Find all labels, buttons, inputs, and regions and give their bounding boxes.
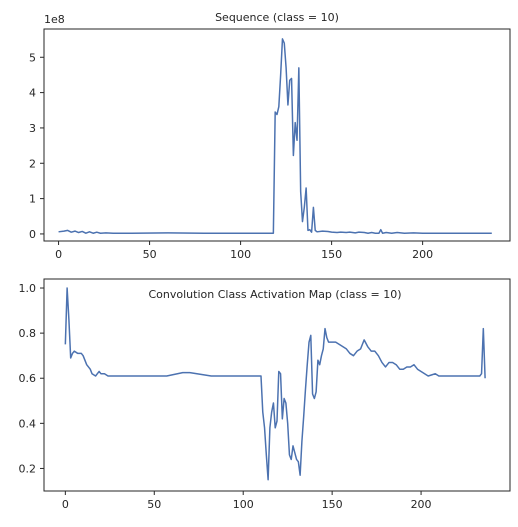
top-chart: Sequence (class = 10) 1e8 0 50 100 150 200 0 1… — [29, 11, 511, 261]
bottom-chart-y-tick-label: 1.0 — [19, 282, 37, 295]
bottom-chart-frame — [43, 278, 511, 492]
top-chart-frame — [43, 28, 511, 242]
top-chart-x-tick-label: 50 — [143, 248, 157, 261]
top-chart-y-tick-label: 2 — [29, 157, 36, 170]
top-chart-x-tick-label: 200 — [412, 248, 433, 261]
bottom-chart-x-tick-label: 200 — [411, 498, 432, 511]
top-chart-series-line — [58, 38, 492, 234]
bottom-chart-x-tick-label: 0 — [62, 498, 69, 511]
bottom-chart-x-tick-label: 150 — [322, 498, 343, 511]
bottom-chart-x-tick-label: 50 — [147, 498, 161, 511]
top-chart-x-tick-label: 150 — [321, 248, 342, 261]
bottom-chart-series-line — [64, 287, 486, 481]
bottom-chart-x-tick-label: 100 — [233, 498, 254, 511]
top-chart-marks: 0 50 100 150 200 0 1 2 3 4 5 — [29, 38, 492, 261]
bottom-chart-title: Convolution Class Activation Map (class … — [148, 288, 401, 301]
top-chart-x-tick-label: 100 — [230, 248, 251, 261]
bottom-chart-y-tick-label: 0.2 — [19, 462, 37, 475]
top-chart-y-tick-label: 1 — [29, 193, 36, 206]
bottom-chart-y-tick-label: 0.8 — [19, 327, 37, 340]
top-chart-y-tick-label: 5 — [29, 51, 36, 64]
top-chart-y-tick-label: 4 — [29, 87, 36, 100]
top-chart-y-tick-label: 0 — [29, 228, 36, 241]
bottom-chart-y-tick-label: 0.4 — [19, 417, 37, 430]
top-chart-x-tick-label: 0 — [55, 248, 62, 261]
bottom-chart-y-tick-label: 0.6 — [19, 372, 37, 385]
bottom-chart: Convolution Class Activation Map (class … — [19, 278, 511, 511]
top-chart-offset-label: 1e8 — [44, 13, 65, 26]
top-chart-y-tick-label: 3 — [29, 122, 36, 135]
bottom-chart-marks: 0 50 100 150 200 0.2 0.4 0.6 0.8 1.0 — [19, 282, 486, 511]
top-chart-title: Sequence (class = 10) — [215, 11, 339, 24]
